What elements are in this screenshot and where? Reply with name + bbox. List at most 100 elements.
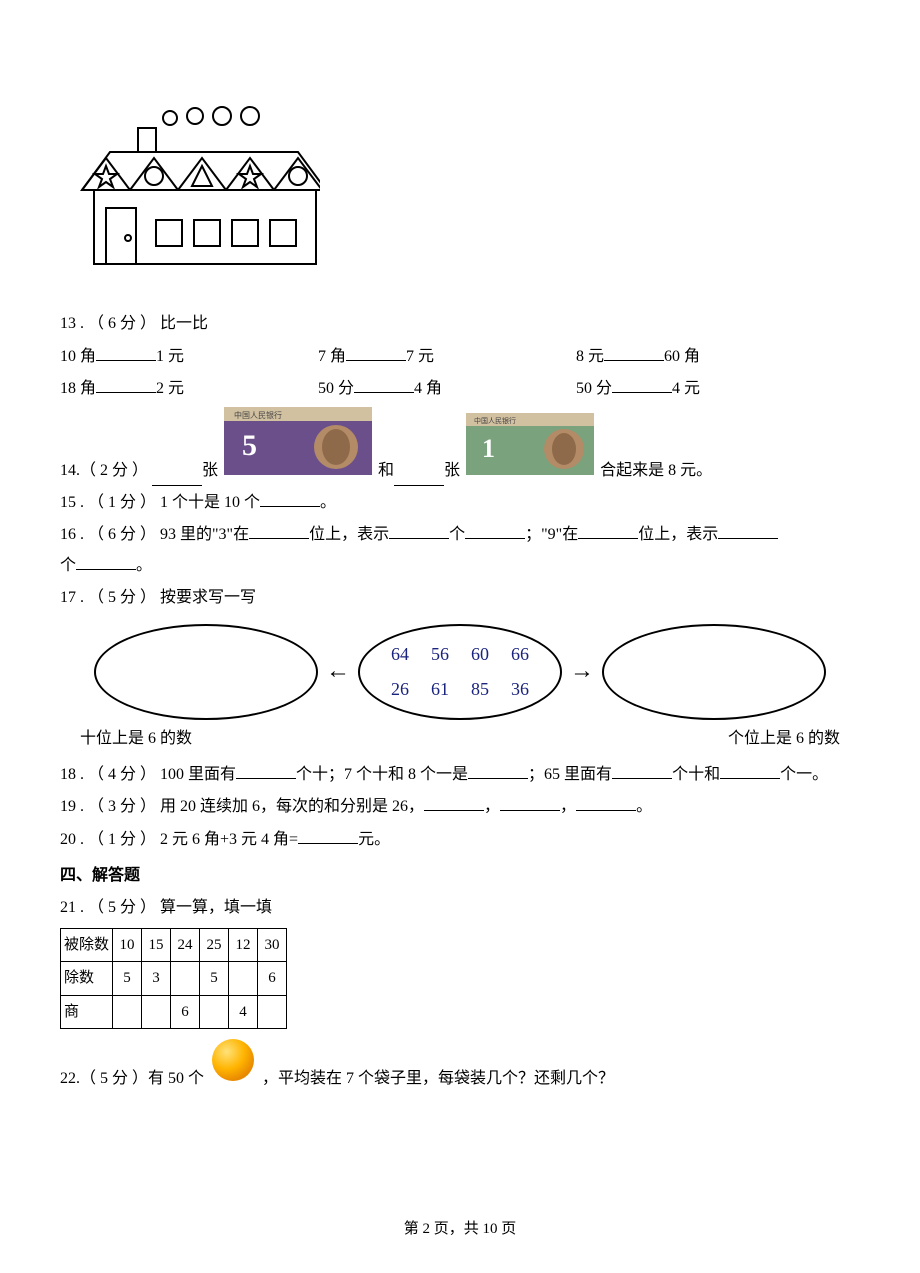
- q18-e: 个一。: [780, 766, 828, 783]
- blank: [389, 522, 449, 539]
- q16-a: 93 里的"3"在: [160, 526, 249, 543]
- q17-right-label: 个位上是 6 的数: [728, 724, 840, 754]
- blank: [578, 522, 638, 539]
- q13-number: 13: [60, 315, 76, 332]
- q20-a: 2 元 6 角+3 元 4 角=: [160, 831, 298, 848]
- blank: [298, 827, 358, 844]
- blank: [720, 762, 780, 779]
- q13-r2c3: 50 分4 元: [576, 374, 786, 404]
- blank: [500, 794, 560, 811]
- n66: 66: [511, 637, 529, 671]
- q17-title: 按要求写一写: [160, 589, 256, 606]
- q13-r1c3: 8 元60 角: [576, 342, 786, 372]
- q13-r2c3-r: 4 元: [672, 380, 700, 397]
- q22: 22 . （ 5 分 ） 有 50 个 ，平均装在 7 个袋子里，每袋装几个？还…: [60, 1037, 860, 1094]
- house-svg: [60, 100, 320, 280]
- q13-r1c2: 7 角 7 元: [318, 342, 528, 372]
- q22-a: 有 50 个: [148, 1064, 204, 1094]
- n60: 60: [471, 637, 489, 671]
- blank: [76, 553, 136, 570]
- q19: 19 . （ 3 分 ） 用 20 连续加 6，每次的和分别是 26，，，。: [60, 792, 860, 822]
- arrow-right-icon: →: [570, 649, 594, 695]
- blank: [152, 469, 202, 486]
- svg-text:5: 5: [242, 429, 257, 462]
- q19-b: ，: [484, 798, 500, 815]
- blank: [394, 469, 444, 486]
- q20-b: 元。: [358, 831, 390, 848]
- n26: 26: [391, 672, 409, 706]
- q14-post1: 张: [444, 456, 460, 486]
- q13-header: 13 . （ 6 分 ） 比一比: [60, 309, 860, 339]
- q13-r2c2-l: 50 分: [318, 380, 354, 397]
- blank: [604, 344, 664, 361]
- blank: [96, 344, 156, 361]
- n36: 36: [511, 672, 529, 706]
- cell: [258, 995, 287, 1029]
- q17-number: 17: [60, 589, 76, 606]
- q17-ovals: ← 64 56 60 66 26 61 85 36 →: [60, 624, 860, 720]
- blank: [576, 794, 636, 811]
- blank: [249, 522, 309, 539]
- q17-points: （ 5 分 ）: [88, 589, 156, 606]
- cell: [171, 962, 200, 996]
- cell: [113, 995, 142, 1029]
- q16-e: 位上，表示: [638, 526, 718, 543]
- q13-points: （ 6 分 ）: [88, 315, 156, 332]
- q14-number: 14: [60, 456, 76, 486]
- q17-header: 17 . （ 5 分 ） 按要求写一写: [60, 583, 860, 613]
- cell: [142, 995, 171, 1029]
- blank: [612, 762, 672, 779]
- q19-points: （ 3 分 ）: [88, 798, 156, 815]
- blank: [468, 762, 528, 779]
- q14-mid: 和: [378, 456, 394, 486]
- table-row: 除数 5 3 5 6: [61, 962, 287, 996]
- q21-table: 被除数 10 15 24 25 12 30 除数 5 3 5 6 商 6 4: [60, 928, 287, 1030]
- cell: 5: [113, 962, 142, 996]
- cell: 6: [258, 962, 287, 996]
- q16-number: 16: [60, 526, 76, 543]
- q13-r1c1: 10 角1 元: [60, 342, 270, 372]
- cell: 3: [142, 962, 171, 996]
- q16-d: ；"9"在: [525, 526, 578, 543]
- q13-r1c1-l: 10 角: [60, 348, 96, 365]
- q19-c: ，: [560, 798, 576, 815]
- q18-a: 100 里面有: [160, 766, 236, 783]
- q15-number: 15: [60, 494, 76, 511]
- q13-r2c2-r: 4 角: [414, 380, 442, 397]
- footer-page: 2: [422, 1221, 430, 1237]
- q15-points: （ 1 分 ）: [88, 494, 156, 511]
- q22-points: （ 5 分 ）: [80, 1064, 148, 1094]
- cell: 15: [142, 928, 171, 962]
- cell: 5: [200, 962, 229, 996]
- n85: 85: [471, 672, 489, 706]
- footer-a: 第: [404, 1221, 423, 1237]
- footer-total: 10: [483, 1221, 498, 1237]
- q13-r1c2-l: 7 角: [318, 348, 346, 365]
- q20-points: （ 1 分 ）: [88, 831, 156, 848]
- oval-row1: 64 56 60 66: [391, 637, 529, 671]
- blank: [612, 376, 672, 393]
- footer-b: 页，共: [430, 1221, 483, 1237]
- cell: 25: [200, 928, 229, 962]
- blank: [718, 522, 778, 539]
- q16: 16 . （ 6 分 ） 93 里的"3"在位上，表示个；"9"在位上，表示个。: [60, 520, 860, 581]
- cell: 24: [171, 928, 200, 962]
- arrow-left-icon: ←: [326, 649, 350, 695]
- n64: 64: [391, 637, 409, 671]
- q13-r1c2-r: 7 元: [406, 348, 434, 365]
- banknote-1-icon: 中国人民银行 1: [466, 413, 594, 486]
- q17-left-label: 十位上是 6 的数: [80, 724, 192, 754]
- q19-number: 19: [60, 798, 76, 815]
- cell: 30: [258, 928, 287, 962]
- cell: 10: [113, 928, 142, 962]
- q13-r2c1-r: 2 元: [156, 380, 184, 397]
- q18-number: 18: [60, 766, 76, 783]
- q18-points: （ 4 分 ）: [88, 766, 156, 783]
- q16-g: 。: [136, 557, 152, 574]
- q21-title: 算一算，填一填: [160, 899, 272, 916]
- q18-d: 个十和: [672, 766, 720, 783]
- th-dividend: 被除数: [61, 928, 113, 962]
- cell: 12: [229, 928, 258, 962]
- cell: 6: [171, 995, 200, 1029]
- q18: 18 . （ 4 分 ） 100 里面有个十；7 个十和 8 个一是；65 里面…: [60, 760, 860, 790]
